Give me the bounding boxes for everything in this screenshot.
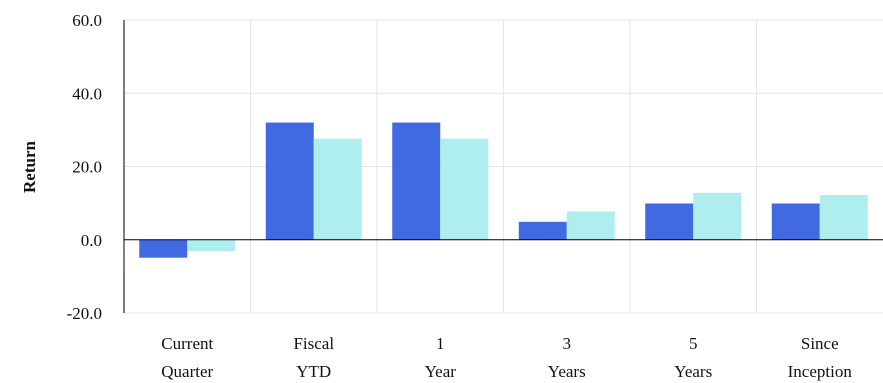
bar-series-2 <box>440 138 489 240</box>
gridlines <box>124 19 883 314</box>
bar-series-2 <box>819 195 868 240</box>
bar-series-1 <box>771 203 820 240</box>
y-tick-label: 0.0 <box>81 231 102 250</box>
y-tick-label: 40.0 <box>72 84 102 103</box>
bar-series-1 <box>392 122 441 240</box>
x-tick-label: Current <box>161 334 213 353</box>
y-axis-title: Return <box>20 140 39 192</box>
y-tick-label: 60.0 <box>72 11 102 30</box>
y-tick-labels: -20.0 0.0 20.0 40.0 60.0 <box>67 11 102 323</box>
x-tick-label: 1 <box>436 334 445 353</box>
x-tick-label: Year <box>425 362 457 381</box>
x-tick-label: Inception <box>788 362 853 381</box>
bars <box>139 122 868 258</box>
bar-series-2 <box>566 211 615 240</box>
x-tick-label: 5 <box>689 334 698 353</box>
x-tick-labels: Current Quarter Fiscal YTD 1 Year 3 Years 5 Years… <box>161 334 852 381</box>
bar-series-1 <box>645 203 694 240</box>
x-tick-label: Since <box>801 334 839 353</box>
bar-series-1 <box>518 221 567 240</box>
x-tick-label: Years <box>674 362 712 381</box>
bar-series-1 <box>265 122 314 240</box>
x-tick-label: Fiscal <box>293 334 334 353</box>
x-tick-label: Years <box>548 362 586 381</box>
x-tick-label: Quarter <box>161 362 213 381</box>
x-tick-label: YTD <box>296 362 331 381</box>
bar-series-2 <box>187 239 236 252</box>
y-tick-label: 20.0 <box>72 158 102 177</box>
x-tick-label: 3 <box>563 334 572 353</box>
bar-series-2 <box>693 192 742 240</box>
bar-series-1 <box>139 239 188 258</box>
bar-series-2 <box>313 138 362 240</box>
axes <box>123 20 883 313</box>
y-tick-label: -20.0 <box>67 304 102 323</box>
